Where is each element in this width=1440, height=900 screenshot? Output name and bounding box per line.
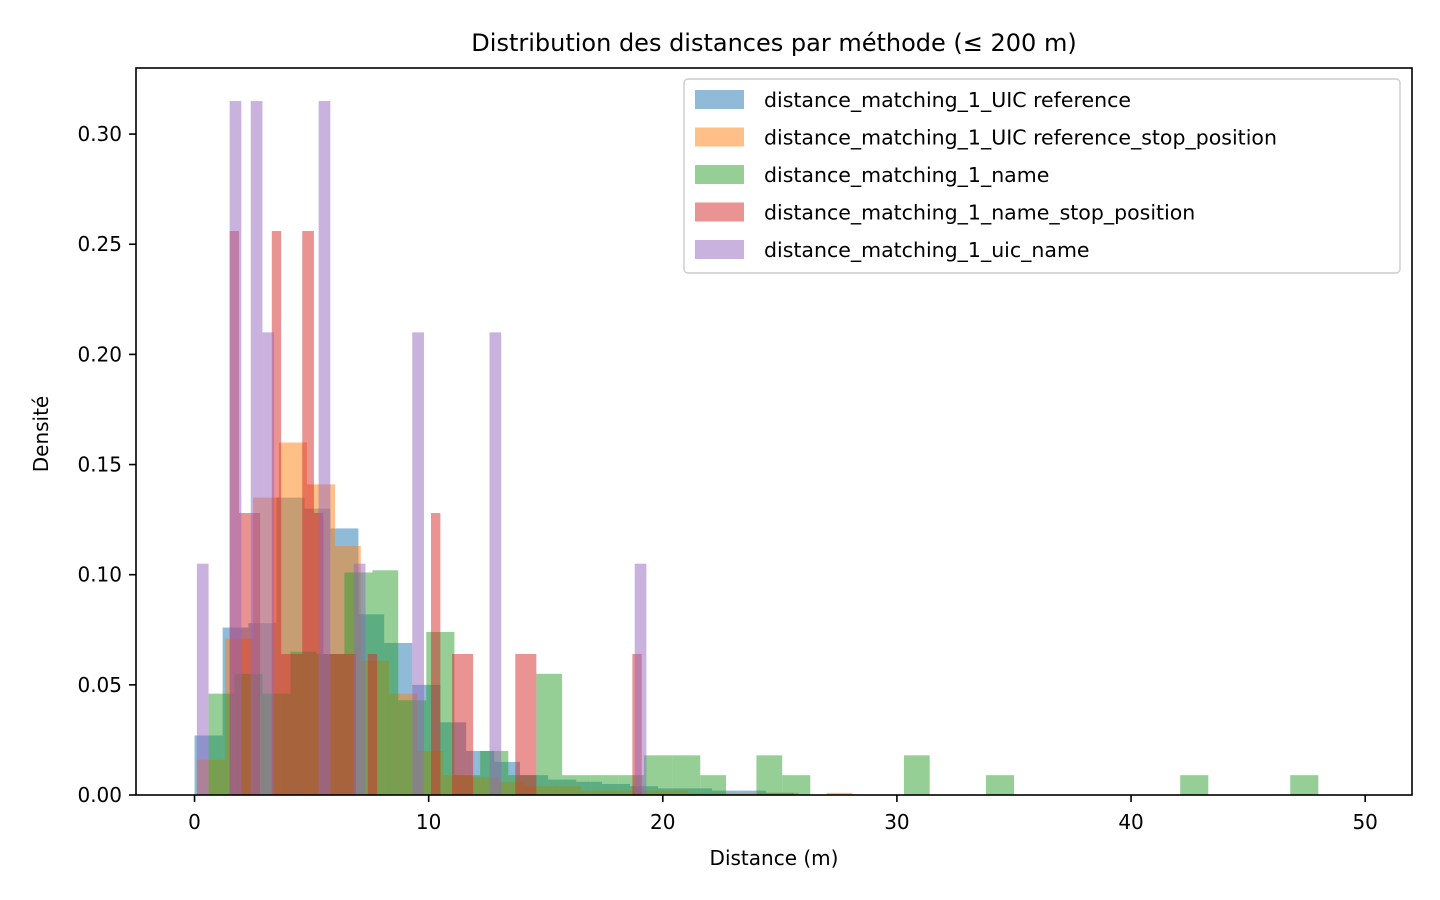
legend-swatch: [695, 202, 744, 222]
legend-item: distance_matching_1_UIC reference: [695, 88, 1131, 113]
histogram-bar: [1180, 775, 1209, 795]
legend-frame: [683, 78, 1401, 274]
histogram-bar: [229, 101, 242, 796]
series-5-bars: [196, 101, 647, 796]
chart-title: Distribution des distances par méthode (…: [471, 29, 1076, 57]
x-tick-label: 20: [650, 810, 675, 834]
histogram-bar: [250, 101, 263, 796]
legend-swatch: [695, 90, 744, 109]
y-tick-label: 0.15: [77, 453, 122, 477]
legend-items: distance_matching_1_UIC reference distanc…: [695, 88, 1277, 263]
x-tick-label: 30: [884, 810, 909, 834]
histogram-bar: [412, 332, 424, 795]
legend-swatch: [695, 165, 744, 184]
legend-item: distance_matching_1_name: [695, 163, 1049, 188]
histogram-bar: [700, 775, 726, 795]
y-axis-label: Densité: [29, 396, 53, 473]
legend: distance_matching_1_UIC reference distanc…: [683, 78, 1401, 274]
histogram-bar: [515, 654, 537, 795]
y-tick-label: 0.00: [77, 783, 122, 807]
histogram-bar: [634, 563, 647, 795]
legend-swatch: [695, 240, 744, 259]
histogram-bar: [196, 563, 209, 795]
histogram-bar: [292, 654, 303, 795]
histogram-bar: [903, 755, 930, 795]
y-tick-label: 0.05: [77, 673, 122, 697]
legend-item: distance_matching_1_uic_name: [695, 238, 1090, 263]
histogram-bar: [271, 231, 282, 795]
histogram-bar: [489, 332, 502, 795]
histogram-bar: [353, 563, 366, 795]
histogram-bar: [452, 654, 474, 795]
legend-label: distance_matching_1_name_stop_position: [764, 201, 1195, 226]
histogram-bar: [262, 332, 275, 795]
histogram-bar: [431, 513, 441, 795]
histogram-bar: [281, 654, 293, 795]
y-tick-label: 0.30: [77, 122, 122, 146]
x-tick-label: 0: [188, 810, 201, 834]
histogram-bar: [562, 775, 591, 795]
histogram-bar: [335, 654, 345, 795]
legend-label: distance_matching_1_UIC reference_stop_p…: [764, 126, 1277, 151]
legend-label: distance_matching_1_UIC reference: [764, 88, 1131, 113]
histogram-bar: [590, 775, 619, 795]
histogram-bar: [367, 654, 378, 795]
legend-label: distance_matching_1_uic_name: [764, 238, 1090, 263]
plot-frame: [135, 67, 1413, 796]
legend-item: distance_matching_1_name_stop_position: [695, 201, 1195, 226]
x-axis: 0 10 20 30 40 50: [188, 795, 1378, 834]
histogram-bar: [826, 792, 853, 795]
histogram-bar: [318, 101, 331, 796]
histogram-bar: [302, 231, 314, 795]
y-tick-label: 0.25: [77, 232, 122, 256]
y-tick-label: 0.20: [77, 342, 122, 366]
histogram-bar: [239, 513, 251, 795]
bars-layer: [194, 101, 1319, 796]
legend-swatch: [695, 127, 744, 147]
y-tick-label: 0.10: [77, 563, 122, 587]
histogram-bar: [344, 654, 357, 795]
histogram-bar: [756, 755, 783, 795]
histogram-bar: [985, 775, 1014, 795]
x-tick-label: 10: [416, 810, 441, 834]
histogram-bar: [716, 792, 745, 795]
legend-item: distance_matching_1_UIC reference_stop_p…: [695, 126, 1277, 151]
histogram-bar: [782, 775, 811, 795]
x-tick-label: 40: [1118, 810, 1143, 834]
x-tick-label: 50: [1352, 810, 1377, 834]
y-axis: 0.00 0.05 0.10 0.15 0.20 0.25 0.30: [77, 122, 136, 807]
histogram-bar: [644, 755, 673, 795]
histogram-bar: [672, 755, 701, 795]
histogram-bar: [1290, 775, 1319, 795]
x-axis-label: Distance (m): [710, 846, 839, 870]
histogram-bar: [536, 673, 563, 795]
legend-label: distance_matching_1_name: [764, 163, 1049, 188]
histogram-bar: [737, 790, 766, 795]
